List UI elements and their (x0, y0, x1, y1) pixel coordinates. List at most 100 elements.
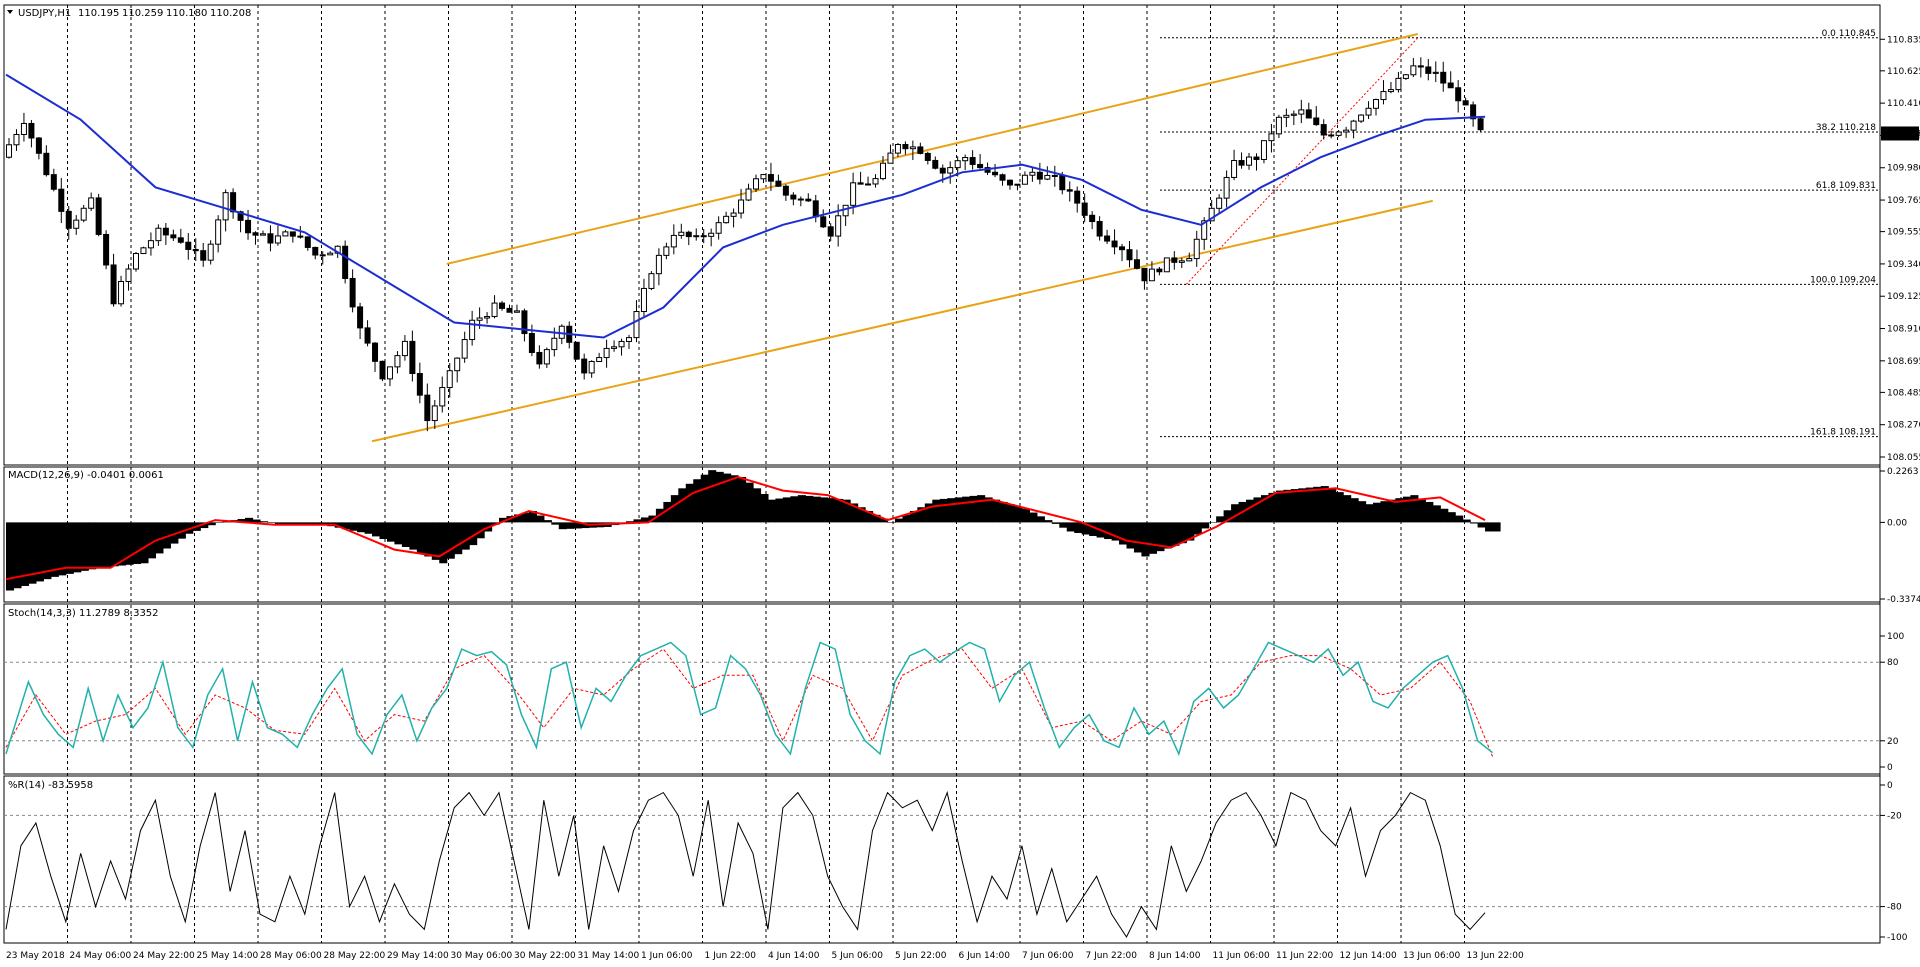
macd-histogram-bar (723, 473, 732, 523)
candle-body (1231, 160, 1238, 178)
time-label: 1 Jun 06:00 (641, 951, 693, 961)
macd-histogram-bar (1021, 508, 1030, 523)
macd-histogram-bar (65, 522, 74, 574)
candle-body (1074, 190, 1081, 204)
macd-histogram-bar (999, 501, 1008, 523)
macd-histogram-bar (274, 522, 283, 525)
williams-tick-label: 0 (1887, 781, 1893, 791)
macd-histogram-bar (1156, 522, 1165, 552)
macd-histogram-bar (1036, 516, 1045, 523)
candle-body (1141, 267, 1148, 282)
macd-histogram-bar (962, 496, 971, 523)
macd-histogram-bar (626, 521, 635, 523)
macd-histogram-bar (43, 522, 52, 580)
macd-histogram-bar (805, 495, 814, 523)
macd-histogram-bar (1328, 489, 1337, 523)
candle-body (476, 317, 483, 321)
main-panel: 110.835110.625110.410110.195109.980109.7… (5, 29, 1920, 463)
candle-body (1425, 66, 1432, 74)
fibonacci-label: 38.2 110.218 (1816, 123, 1876, 133)
candle-body (259, 233, 266, 236)
candle-body (1148, 268, 1155, 282)
candle-body (678, 231, 685, 236)
macd-tick-label: 0.00 (1887, 518, 1907, 528)
time-label: 13 Jun 06:00 (1403, 951, 1460, 961)
macd-histogram-bar (319, 522, 328, 525)
macd-histogram-bar (909, 511, 918, 523)
candle-body (835, 215, 842, 237)
candle-body (237, 211, 244, 221)
macd-histogram-bar (394, 522, 403, 545)
candle-body (1089, 214, 1096, 223)
macd-histogram-bar (977, 495, 986, 523)
candle-body (1036, 171, 1043, 180)
moving-average-line (5, 73, 1486, 339)
macd-histogram-bar (1283, 489, 1292, 523)
candle-body (282, 231, 289, 237)
macd-histogram-bar (469, 522, 478, 546)
candle-body (977, 163, 984, 169)
candle-body (386, 366, 393, 380)
macd-histogram-bar (1231, 504, 1240, 523)
ohlc-low: 110.180 (166, 8, 207, 19)
candle-body (528, 333, 535, 353)
candle-body (1044, 174, 1051, 180)
candle-body (812, 200, 819, 218)
candle-body (1275, 116, 1282, 135)
candle-body (1246, 156, 1253, 166)
collapse-triangle-icon[interactable] (7, 10, 13, 14)
candle-body (1402, 74, 1409, 79)
candle-body (35, 137, 42, 154)
time-label: 4 Jun 14:00 (768, 951, 820, 961)
price-tick-label: 110.410 (1887, 99, 1920, 109)
ohlc-high: 110.259 (122, 8, 163, 19)
candle-body (1477, 118, 1484, 131)
macd-histogram-bar (1089, 522, 1098, 537)
candle-body (850, 182, 857, 206)
candle-body (626, 337, 633, 342)
candle-body (1410, 65, 1417, 76)
macd-histogram-bar (1268, 492, 1277, 523)
candle-body (992, 171, 999, 176)
candle-body (88, 197, 95, 209)
candle-body (894, 143, 901, 154)
macd-histogram-bar (775, 498, 784, 523)
candle-body (1290, 113, 1297, 116)
macd-histogram-bar (551, 522, 560, 525)
candle-body (1283, 114, 1290, 118)
macd-histogram-bar (894, 518, 903, 523)
candle-body (222, 192, 229, 221)
macd-histogram-bar (1119, 522, 1128, 545)
candle-body (715, 222, 722, 234)
macd-histogram-bar (827, 498, 836, 523)
macd-histogram-bar (932, 499, 941, 523)
candle-body (1193, 238, 1200, 260)
candle-body (603, 347, 610, 359)
candle-body (1343, 129, 1350, 133)
candle-body (491, 302, 498, 318)
time-label: 7 Jun 06:00 (1022, 951, 1074, 961)
candle-body (879, 162, 886, 180)
time-label: 5 Jun 22:00 (895, 951, 947, 961)
candle-body (1462, 100, 1469, 106)
time-label: 30 May 22:00 (514, 951, 576, 961)
candle-body (1335, 131, 1342, 136)
candle-body (215, 219, 222, 245)
williams-line (5, 790, 1486, 939)
price-tick-label: 108.910 (1887, 325, 1920, 335)
macd-histogram-bar (954, 497, 963, 523)
candle-body (132, 253, 139, 270)
macd-histogram-bar (379, 522, 388, 540)
macd-histogram-bar (1470, 522, 1479, 524)
macd-histogram-bar (715, 471, 724, 523)
candle-body (573, 341, 580, 360)
macd-histogram-bar (753, 488, 762, 523)
candle-body (409, 340, 416, 375)
macd-histogram-bar (88, 522, 97, 570)
macd-histogram-bar (1290, 489, 1299, 523)
macd-histogram-bar (1313, 486, 1322, 523)
macd-histogram-bar (1051, 522, 1060, 524)
fibonacci-label: 0.0 110.845 (1822, 29, 1876, 39)
macd-histogram-bar (1275, 490, 1284, 523)
